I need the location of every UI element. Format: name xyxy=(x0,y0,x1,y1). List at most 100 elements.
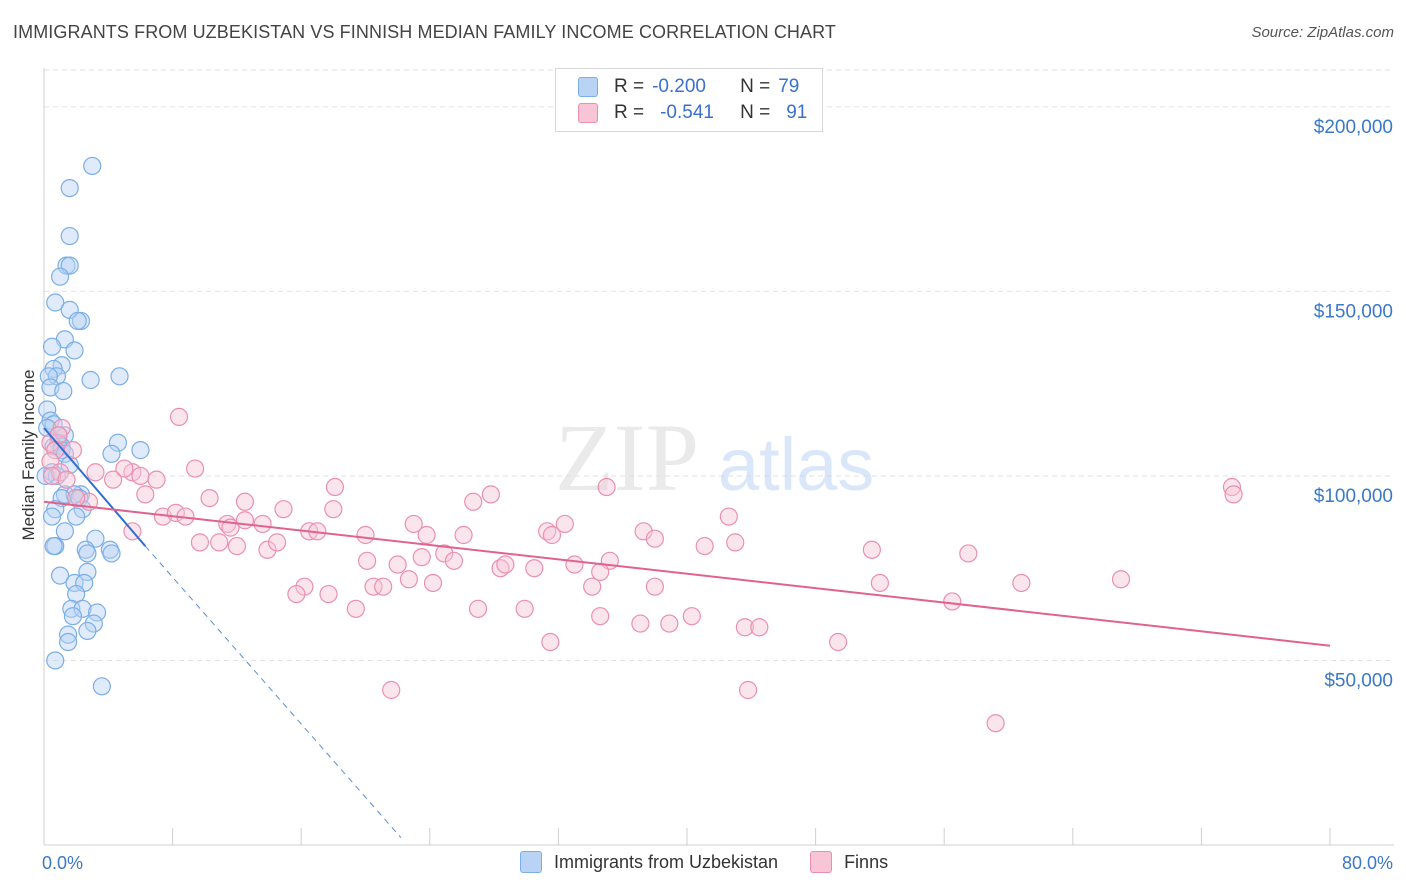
point-finns xyxy=(388,555,407,574)
point-finns xyxy=(356,525,375,545)
point-uzbekistan xyxy=(36,466,55,486)
x-tick-labels: 0.0% 80.0% xyxy=(42,853,1393,873)
point-finns xyxy=(399,570,419,589)
point-finns xyxy=(464,492,483,511)
point-finns xyxy=(481,485,500,504)
point-uzbekistan xyxy=(59,632,78,652)
point-finns xyxy=(1111,570,1131,589)
point-uzbekistan xyxy=(73,599,92,618)
point-uzbekistan xyxy=(60,178,79,198)
point-finns xyxy=(382,680,401,700)
legend-n-label: N = xyxy=(740,102,771,123)
point-finns xyxy=(870,573,890,593)
point-finns xyxy=(555,514,574,534)
point-finns xyxy=(67,488,86,508)
point-finns xyxy=(454,525,473,545)
point-finns xyxy=(542,525,562,545)
point-finns xyxy=(660,614,679,633)
legend-r-value-finns: -0.541 xyxy=(660,102,714,123)
trend-line-finns xyxy=(43,500,1331,647)
point-finns xyxy=(631,614,650,633)
legend-item-finns: Finns xyxy=(810,851,888,873)
y-tick-label: $100,000 xyxy=(1314,486,1393,507)
point-uzbekistan xyxy=(87,603,107,622)
point-finns xyxy=(1222,477,1242,497)
point-uzbekistan xyxy=(42,337,62,356)
point-finns xyxy=(287,584,306,604)
series-finns-points xyxy=(41,407,1243,733)
point-finns xyxy=(200,488,219,508)
point-uzbekistan xyxy=(59,625,78,644)
point-uzbekistan xyxy=(38,418,57,438)
point-finns xyxy=(645,577,664,596)
point-finns xyxy=(496,555,515,574)
point-finns xyxy=(738,680,758,700)
point-finns xyxy=(444,551,464,570)
point-finns xyxy=(468,599,488,618)
point-uzbekistan xyxy=(67,507,86,526)
point-finns xyxy=(404,514,423,534)
legend-swatch-blue xyxy=(578,77,598,97)
point-finns xyxy=(136,485,155,504)
point-finns xyxy=(227,536,246,556)
correlation-legend: R = -0.200 N = 79 R = -0.541 N = 91 xyxy=(555,68,823,132)
point-uzbekistan xyxy=(68,311,87,331)
point-uzbekistan xyxy=(50,267,70,286)
point-finns xyxy=(186,459,205,478)
point-uzbekistan xyxy=(54,381,73,401)
point-finns xyxy=(346,599,365,618)
source-label: Source: ZipAtlas.com xyxy=(1251,24,1394,41)
point-finns xyxy=(412,548,431,567)
point-finns xyxy=(417,525,436,545)
point-finns xyxy=(115,459,134,478)
point-uzbekistan xyxy=(84,614,103,633)
chart-title: IMMIGRANTS FROM UZBEKISTAN VS FINNISH ME… xyxy=(13,22,837,42)
point-finns xyxy=(49,426,68,445)
point-uzbekistan xyxy=(60,455,79,474)
legend-item-uzbekistan: Immigrants from Uzbekistan xyxy=(520,851,778,873)
point-finns xyxy=(682,607,701,626)
point-finns xyxy=(719,507,738,526)
point-finns xyxy=(423,573,443,593)
trend-lines xyxy=(43,427,1331,838)
point-finns xyxy=(591,607,610,626)
y-tick-label: $200,000 xyxy=(1314,117,1393,138)
trend-extension-uzbekistan xyxy=(144,545,402,838)
point-finns xyxy=(57,470,76,489)
point-uzbekistan xyxy=(102,444,121,463)
y-tick-labels: $50,000 $100,000 $150,000 $200,000 xyxy=(1314,117,1393,692)
y-tick-label: $150,000 xyxy=(1314,301,1393,322)
legend-label-uzbekistan: Immigrants from Uzbekistan xyxy=(554,851,779,872)
point-uzbekistan xyxy=(110,367,129,386)
point-uzbekistan xyxy=(108,433,128,452)
point-uzbekistan xyxy=(44,536,63,556)
legend-row-uzbekistan: R = -0.200 N = 79 xyxy=(578,75,799,99)
point-finns xyxy=(597,477,616,497)
point-finns xyxy=(645,529,664,548)
point-finns xyxy=(750,618,769,637)
point-finns xyxy=(435,544,454,563)
point-finns xyxy=(862,540,881,559)
point-finns xyxy=(235,511,255,530)
legend-swatch-pink xyxy=(578,103,598,123)
point-finns xyxy=(42,466,62,486)
point-finns xyxy=(210,533,229,552)
point-uzbekistan xyxy=(78,544,97,563)
point-finns xyxy=(541,632,560,652)
point-uzbekistan xyxy=(46,651,65,670)
legend-n-value-finns: 91 xyxy=(786,102,808,123)
point-uzbekistan xyxy=(46,293,65,312)
x-tick-label: 0.0% xyxy=(42,853,83,873)
point-uzbekistan xyxy=(63,607,83,626)
point-finns xyxy=(319,584,338,604)
y-axis-title: Median Family Income xyxy=(19,369,38,540)
point-uzbekistan xyxy=(42,507,62,526)
point-finns xyxy=(364,577,383,596)
point-finns xyxy=(324,500,343,519)
legend-n-label: N = xyxy=(740,76,771,97)
point-finns xyxy=(104,470,123,489)
point-finns xyxy=(374,577,393,596)
point-uzbekistan xyxy=(131,441,150,460)
watermark-atlas: atlas xyxy=(718,423,874,506)
